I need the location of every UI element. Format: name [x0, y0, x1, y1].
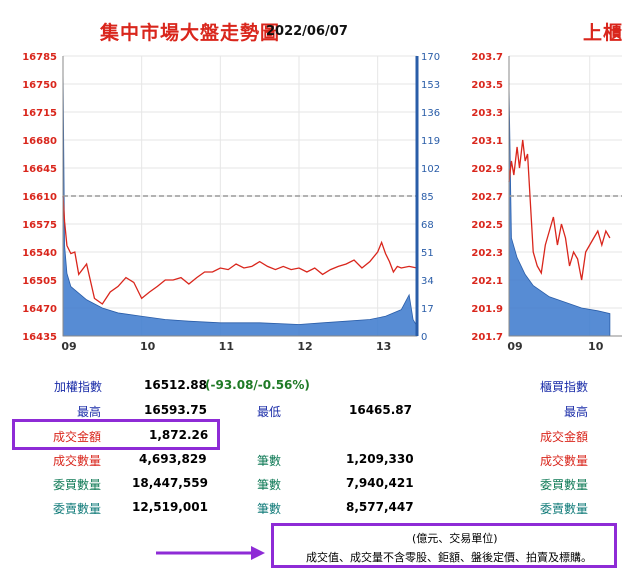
- otc-index-label: 櫃買指數: [540, 380, 589, 394]
- otc-intraday-chart: 203.7 203.5 203.3 203.1 202.9 202.7 202.5 202.3…: [471, 52, 622, 353]
- y-tick-label: 202.7: [471, 192, 503, 203]
- volume-count-value: 1,209,330: [346, 452, 414, 466]
- chart-title: 集中市場大盤走勢圖: [100, 22, 281, 44]
- y2-tick-label: 170: [421, 52, 440, 63]
- y-tick-label: 16505: [22, 276, 57, 287]
- turnover-value: 1,872.26: [149, 428, 209, 442]
- index-line: [62, 195, 418, 305]
- y-tick-label: 16575: [22, 220, 57, 231]
- y-tick-label: 202.1: [471, 276, 503, 287]
- y-tick-label: 16435: [22, 332, 57, 343]
- otc-high-label: 最高: [564, 405, 589, 419]
- ask-count-label: 筆數: [257, 502, 282, 516]
- y2-tick-label: 119: [421, 136, 440, 147]
- index-line: [508, 139, 611, 281]
- low-value: 16465.87: [349, 403, 413, 417]
- x-tick-label: 10: [588, 340, 604, 353]
- y-tick-label: 202.3: [471, 248, 503, 259]
- x-tick-label: 10: [140, 340, 156, 353]
- bid-value: 18,447,559: [132, 476, 208, 490]
- y-tick-label: 16645: [22, 164, 57, 175]
- arrow-right-icon: [156, 546, 265, 560]
- weighted-index-change: (-93.08/-0.56%): [205, 378, 310, 392]
- bid-count-value: 7,940,421: [346, 476, 414, 490]
- y2-tick-label: 136: [421, 108, 440, 119]
- bid-label: 委買數量: [53, 478, 102, 492]
- y-tick-label: 203.7: [471, 52, 503, 63]
- x-tick-label: 13: [376, 340, 391, 353]
- y2-tick-label: 68: [421, 220, 434, 231]
- taiex-intraday-chart: 16785 16750 16715 16680 16645 16610 16575 16540…: [22, 52, 440, 353]
- bid-count-label: 筆數: [257, 478, 282, 492]
- y-tick-label: 16470: [22, 304, 57, 315]
- high-value: 16593.75: [144, 403, 208, 417]
- otc-ask-label: 委賣數量: [540, 502, 589, 516]
- y-tick-label: 201.9: [471, 304, 503, 315]
- volume-count-label: 筆數: [257, 454, 282, 468]
- weighted-index-label: 加權指數: [54, 380, 103, 394]
- volume-label: 成交數量: [53, 454, 102, 468]
- y-tick-label: 203.3: [471, 108, 503, 119]
- y2-tick-label: 153: [421, 80, 440, 91]
- y2-tick-label: 34: [421, 276, 434, 287]
- otc-volume-label: 成交數量: [540, 454, 589, 468]
- x-tick-label: 12: [297, 340, 312, 353]
- y-tick-label: 201.7: [471, 332, 503, 343]
- note-box: [271, 523, 617, 568]
- y-tick-label: 203.5: [471, 80, 503, 91]
- otc-bid-label: 委買數量: [540, 478, 589, 492]
- y-tick-label: 202.9: [471, 164, 503, 175]
- y2-tick-label: 0: [421, 332, 427, 343]
- y-tick-label: 16540: [22, 248, 57, 259]
- y2-tick-label: 85: [421, 192, 434, 203]
- otc-turnover-label: 成交金額: [540, 430, 589, 444]
- ask-value: 12,519,001: [132, 500, 208, 514]
- turnover-highlight-box: [12, 419, 220, 450]
- chart-date: 2022/06/07: [266, 24, 348, 39]
- otc-chart-title: 上櫃: [583, 22, 622, 44]
- volume-area: [62, 64, 418, 337]
- volume-value: 4,693,829: [139, 452, 207, 466]
- ask-label: 委賣數量: [53, 502, 102, 516]
- turnover-label: 成交金額: [53, 430, 102, 444]
- y2-tick-label: 102: [421, 164, 440, 175]
- x-tick-label: 09: [61, 340, 76, 353]
- ask-count-value: 8,577,447: [346, 500, 414, 514]
- y-tick-label: 16610: [22, 192, 57, 203]
- volume-area: [508, 83, 611, 337]
- y-tick-label: 16750: [22, 80, 57, 91]
- weighted-index-value: 16512.88: [144, 378, 208, 392]
- y2-tick-label: 51: [421, 248, 434, 259]
- y-tick-label: 16680: [22, 136, 57, 147]
- x-tick-label: 11: [219, 340, 234, 353]
- low-label: 最低: [257, 405, 282, 419]
- y-tick-label: 203.1: [471, 136, 503, 147]
- high-label: 最高: [77, 405, 102, 419]
- note-unit: (億元、交易單位): [412, 532, 498, 545]
- y-tick-label: 16785: [22, 52, 57, 63]
- note-text: 成交值、成交量不含零股、鉅額、盤後定價、拍賣及標購。: [306, 551, 592, 564]
- y2-tick-label: 17: [421, 304, 434, 315]
- x-tick-label: 09: [507, 340, 522, 353]
- y-tick-label: 202.5: [471, 220, 503, 231]
- y-tick-label: 16715: [22, 108, 57, 119]
